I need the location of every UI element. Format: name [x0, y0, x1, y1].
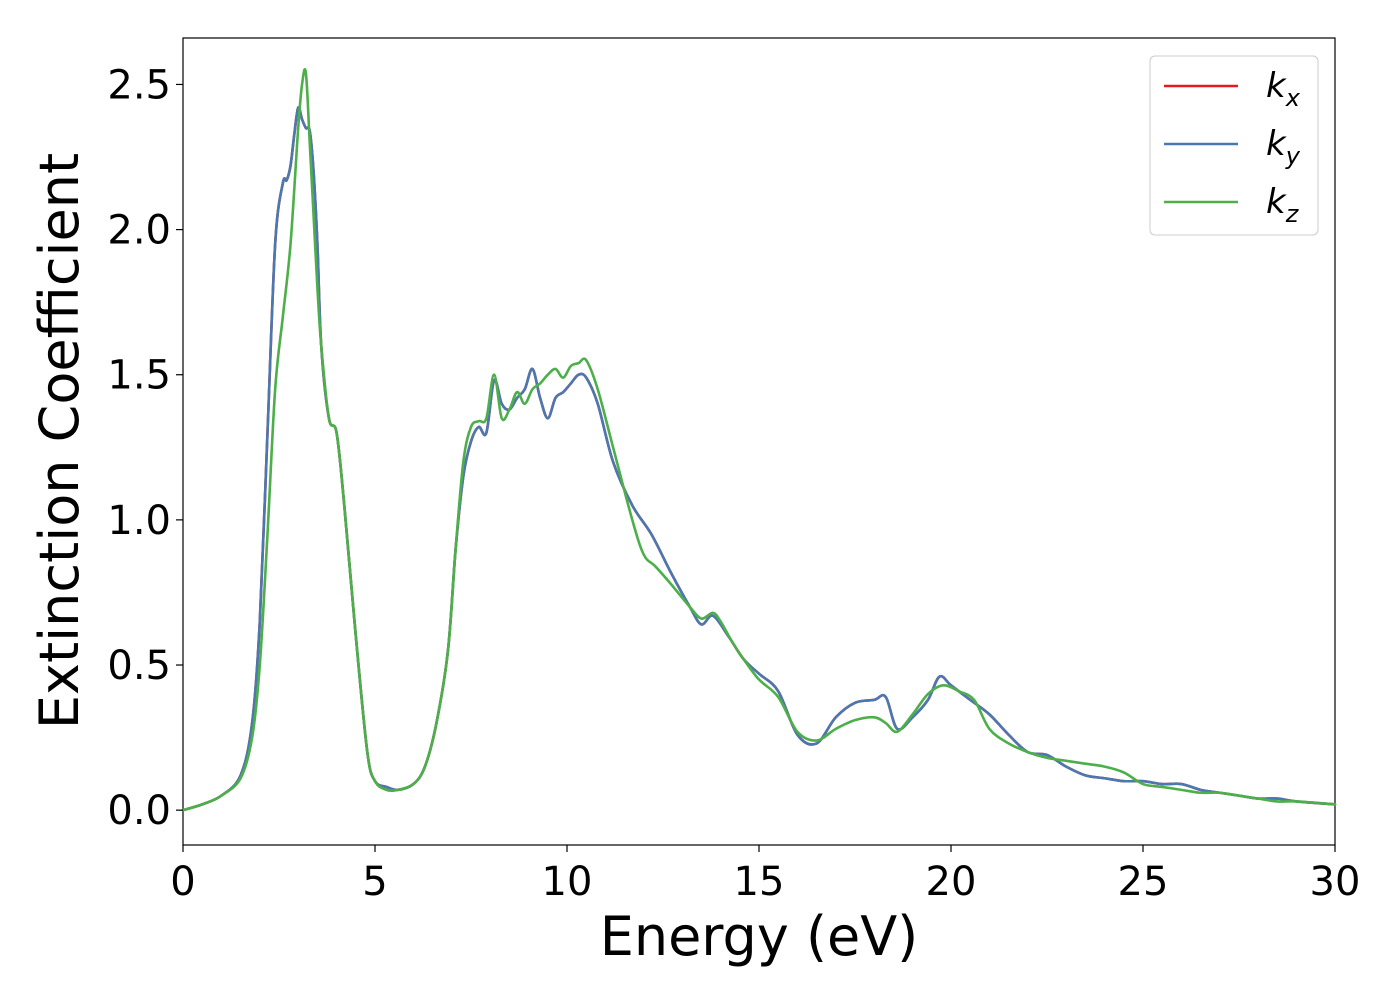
y-tick-label: 0.5: [107, 643, 171, 689]
x-tick-label: 10: [542, 859, 593, 905]
x-tick-label: 30: [1310, 859, 1361, 905]
legend-label-z: kz: [1266, 182, 1300, 228]
x-tick-label: 15: [734, 859, 785, 905]
x-axis-title: Energy (eV): [600, 905, 919, 968]
legend-label-y: ky: [1266, 124, 1301, 170]
legend-frame: [1149, 55, 1319, 236]
x-tick-label: 20: [926, 859, 977, 905]
series-layer: [181, 67, 1337, 812]
x-tick-label: 0: [170, 859, 195, 905]
series-line-z: [181, 67, 1337, 812]
legend-label-x: kx: [1266, 66, 1301, 112]
x-tick-label: 5: [362, 859, 387, 905]
legend: kx ky kz: [1149, 55, 1319, 236]
legend-items: kx ky kz: [1164, 66, 1301, 228]
y-axis-ticks: 0.0 0.5 1.0 1.5 2.0 2.5: [107, 62, 183, 834]
x-tick-label: 25: [1118, 859, 1169, 905]
y-axis-title: Extinction Coefficient: [28, 153, 91, 729]
x-axis-ticks: 0 5 10 15 20 25 30: [170, 845, 1360, 905]
y-tick-label: 0.0: [107, 788, 171, 834]
y-tick-label: 1.5: [107, 353, 171, 399]
y-tick-label: 2.5: [107, 62, 171, 108]
y-tick-label: 1.0: [107, 498, 171, 544]
series-line-y: [181, 106, 1337, 812]
y-tick-label: 2.0: [107, 208, 171, 254]
